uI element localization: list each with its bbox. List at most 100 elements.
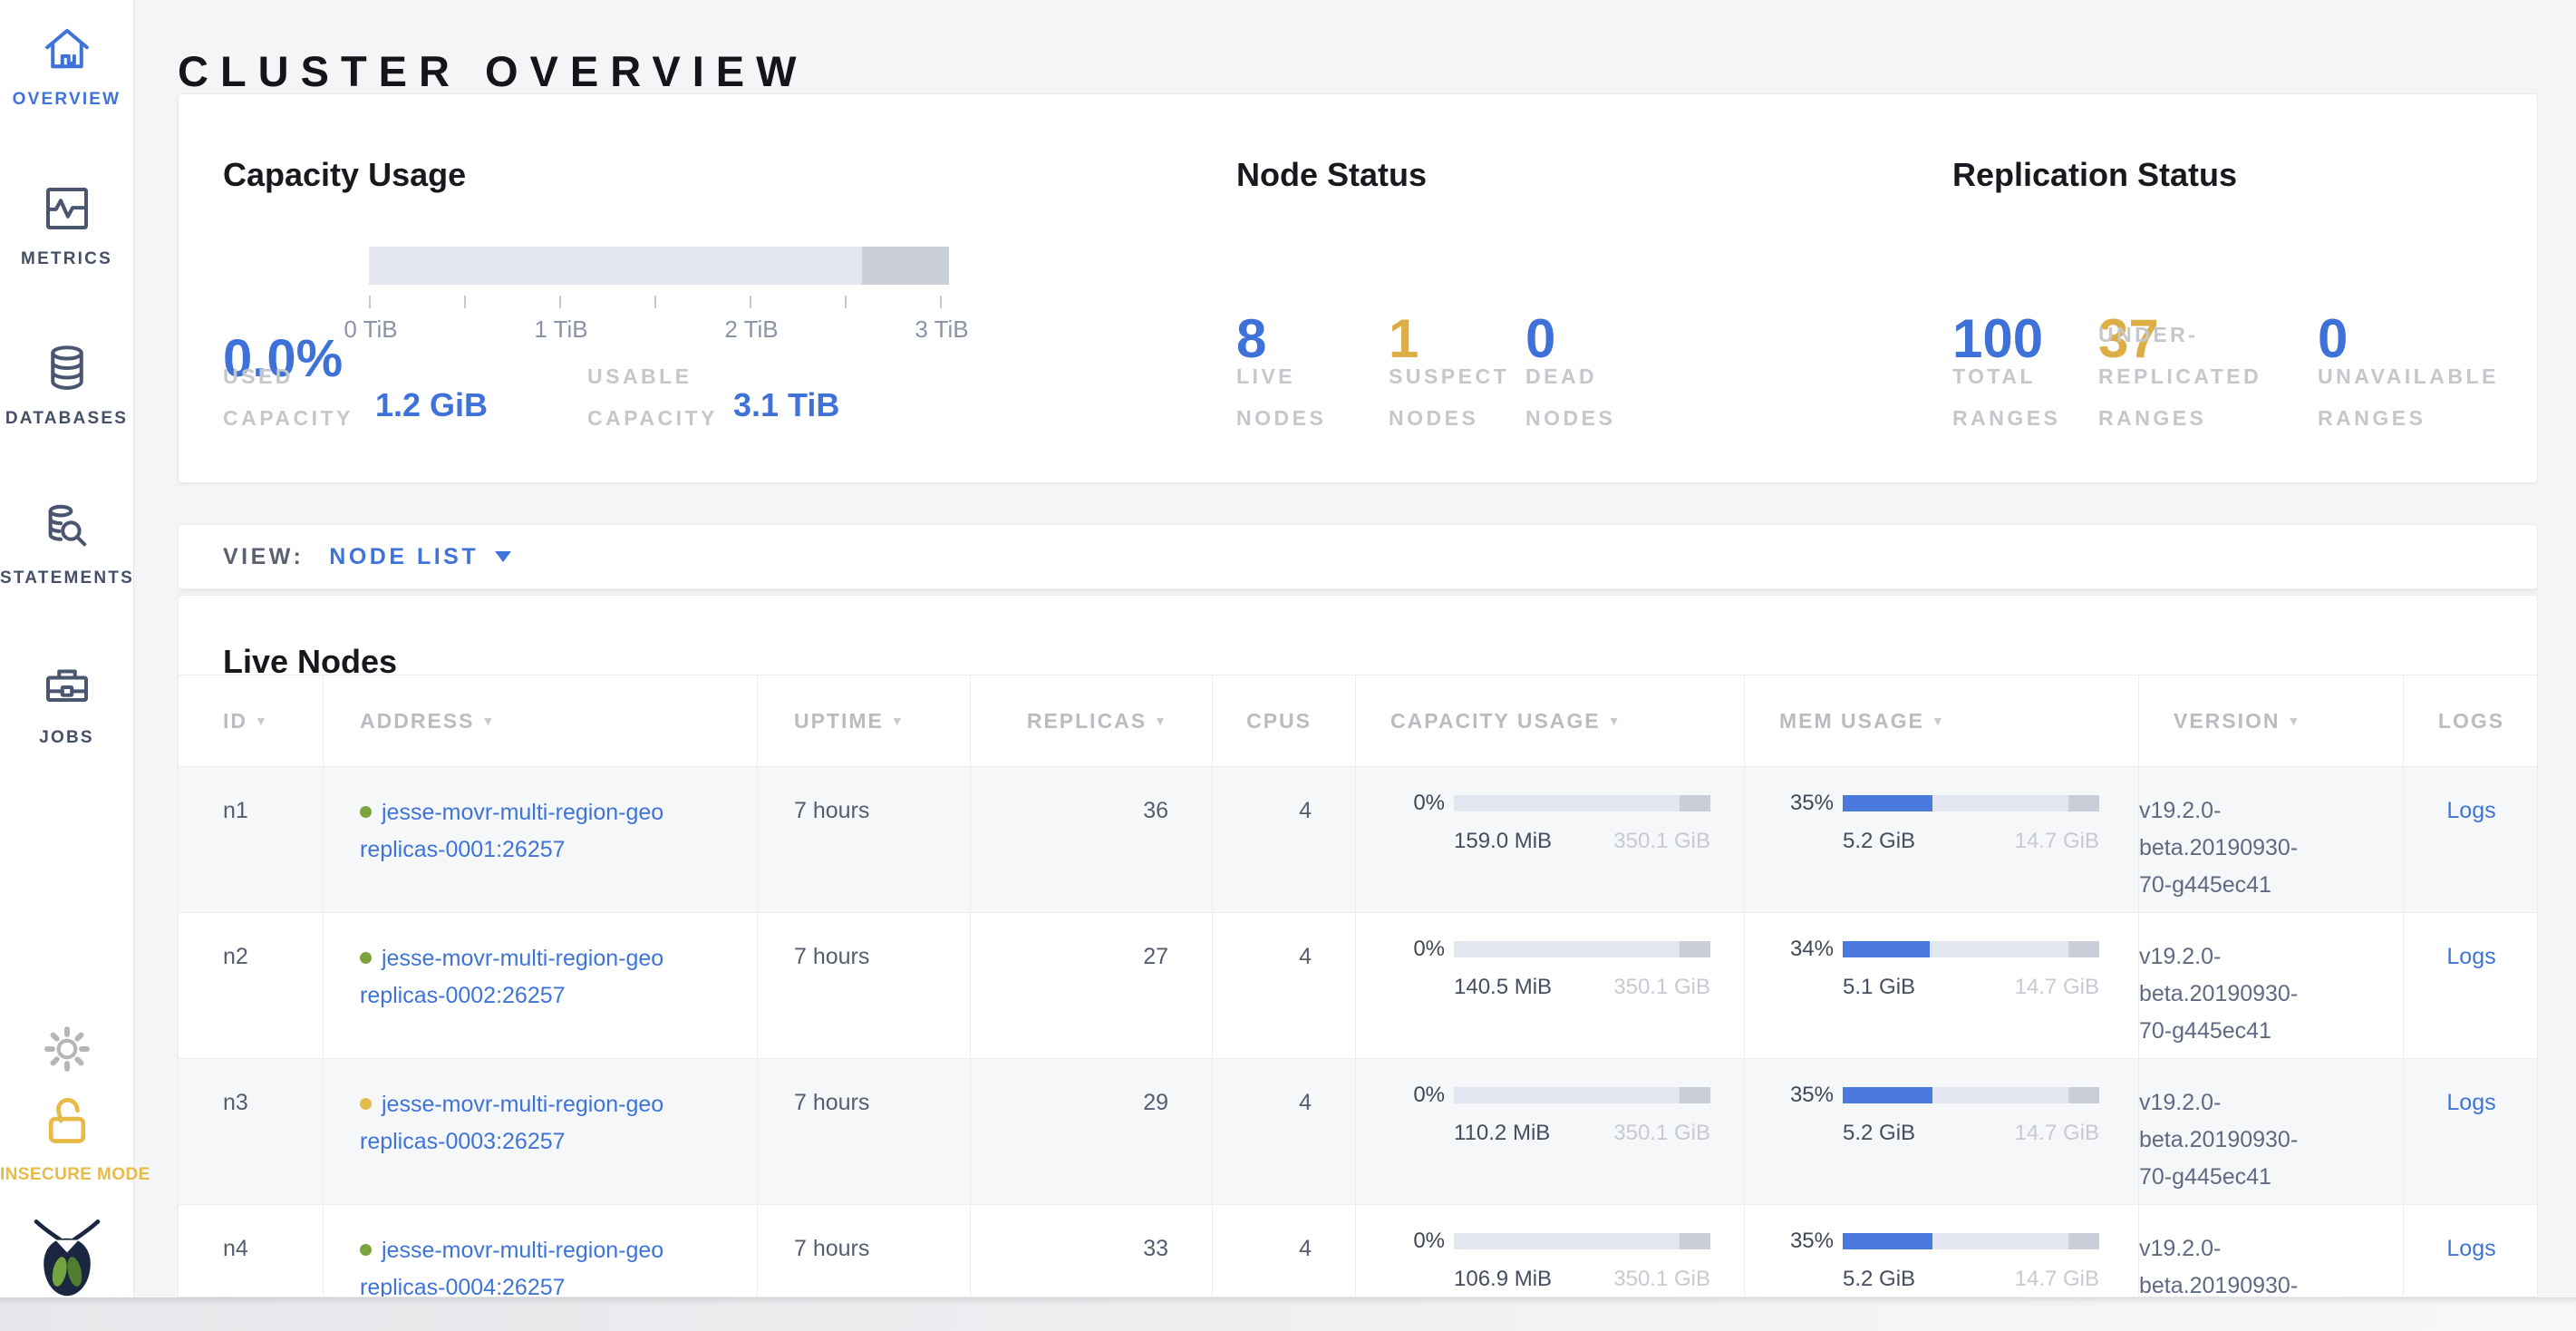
capacity-total-value: 350.1 GiB <box>1613 1267 1710 1291</box>
capacity-bar <box>1454 795 1710 811</box>
mem-total-value: 14.7 GiB <box>2014 975 2099 999</box>
column-header-cpus[interactable]: CPUS▼ <box>1212 675 1355 766</box>
view-dropdown-value: NODE LIST <box>329 543 479 569</box>
unavailable-ranges-count: 0 <box>2318 308 2348 369</box>
mem-bar-fill <box>1843 795 1933 811</box>
node-status-title: Node Status <box>1236 155 1428 193</box>
sidebar-item-label: STATEMENTS <box>0 568 134 588</box>
node-logs-cell: Logs <box>2403 1059 2537 1204</box>
column-header-version[interactable]: VERSION ▼ <box>2138 675 2403 766</box>
sidebar-item-jobs[interactable]: JOBS <box>0 662 133 748</box>
database-icon <box>0 343 133 398</box>
node-logs-cell: Logs <box>2403 913 2537 1058</box>
used-capacity-label: USED CAPACITY <box>223 364 353 430</box>
view-dropdown[interactable]: NODE LIST <box>329 543 512 570</box>
table-body: n1 jesse-movr-multi-region-geo replicas-… <box>179 767 2537 1297</box>
node-address-cell: jesse-movr-multi-region-geo replicas-000… <box>323 767 757 912</box>
mem-bar-fill <box>1843 1233 1933 1249</box>
axis-tick-label: 0 TiB <box>344 316 398 343</box>
statements-icon <box>0 502 133 558</box>
node-address-link[interactable]: replicas-0002:26257 <box>360 983 566 1008</box>
node-address-link[interactable]: jesse-movr-multi-region-geo <box>382 800 664 825</box>
sidebar-item-overview[interactable]: OVERVIEW <box>0 24 133 110</box>
total-ranges-count: 100 <box>1952 308 2044 369</box>
column-header-capacity-usage[interactable]: CAPACITY USAGE ▼ <box>1355 675 1744 766</box>
sidebar: OVERVIEW METRICS DATABASES <box>0 0 150 1331</box>
capacity-bar-reserved-segment <box>862 247 949 285</box>
node-replicas: 29 <box>970 1059 1212 1204</box>
replication-status-title: Replication Status <box>1952 155 2238 193</box>
sidebar-item-metrics[interactable]: METRICS <box>0 183 133 269</box>
node-capacity-cell: 0% 159.0 MiB 350.1 GiB <box>1355 767 1744 912</box>
chevron-down-icon <box>495 551 512 562</box>
node-address-link[interactable]: jesse-movr-multi-region-geo <box>382 946 664 971</box>
metrics-icon <box>0 183 133 238</box>
node-status-dot <box>360 806 372 818</box>
logs-link[interactable]: Logs <box>2446 944 2496 969</box>
node-capacity-cell: 0% 110.2 MiB 350.1 GiB <box>1355 1059 1744 1204</box>
capacity-used-value: 140.5 MiB <box>1454 975 1553 999</box>
cluster-summary-panel: Capacity Usage 0.0% 0 TiB 1 TiB 2 TiB 3 … <box>178 93 2538 483</box>
sidebar-item-databases[interactable]: DATABASES <box>0 343 133 429</box>
live-nodes-table: ID▼ ADDRESS▼ UPTIME▼ REPLICAS▼ CPUS▼ CAP… <box>179 675 2537 1297</box>
total-ranges-label: TOTAL RANGES <box>1952 364 2061 430</box>
node-address-link[interactable]: jesse-movr-multi-region-geo <box>382 1092 664 1117</box>
node-logs-cell: Logs <box>2403 1205 2537 1297</box>
settings-gear-icon[interactable] <box>0 1025 133 1078</box>
table-row: n1 jesse-movr-multi-region-geo replicas-… <box>179 767 2537 913</box>
capacity-used-value: 110.2 MiB <box>1454 1121 1551 1145</box>
table-row: n4 jesse-movr-multi-region-geo replicas-… <box>179 1205 2537 1297</box>
capacity-percent: 0% <box>1413 791 1445 815</box>
sidebar-item-label: JOBS <box>39 728 94 747</box>
sort-arrow-icon: ▼ <box>481 714 497 728</box>
cockroachdb-logo[interactable] <box>0 1215 133 1303</box>
capacity-bar <box>1454 1087 1710 1103</box>
node-version: v19.2.0- beta.20190930- 70-g445ec41 <box>2138 913 2403 1058</box>
column-header-replicas[interactable]: REPLICAS ▼ <box>970 675 1212 766</box>
capacity-bar <box>1454 1233 1710 1249</box>
node-status-dot <box>360 1098 372 1110</box>
sidebar-item-label: DATABASES <box>5 409 129 428</box>
sidebar-item-statements[interactable]: STATEMENTS <box>0 502 133 588</box>
node-address-link[interactable]: replicas-0003:26257 <box>360 1129 566 1154</box>
logs-link[interactable]: Logs <box>2446 1236 2496 1261</box>
mem-total-value: 14.7 GiB <box>2014 829 2099 853</box>
node-id: n4 <box>223 1236 248 1261</box>
mem-used-value: 5.2 GiB <box>1843 1267 1916 1291</box>
table-header-row: ID▼ ADDRESS▼ UPTIME▼ REPLICAS▼ CPUS▼ CAP… <box>179 675 2537 767</box>
logs-link[interactable]: Logs <box>2446 798 2496 823</box>
mem-bar-reserved-segment <box>2068 941 2099 957</box>
node-mem-cell: 35% 5.2 GiB 14.7 GiB <box>1744 767 2138 912</box>
mem-bar-reserved-segment <box>2068 1233 2099 1249</box>
capacity-bar-reserved-segment <box>1680 1087 1710 1103</box>
insecure-mode-indicator[interactable]: INSECURE MODE <box>0 1093 150 1185</box>
capacity-bar-reserved-segment <box>1680 795 1710 811</box>
mem-bar <box>1843 941 2099 957</box>
node-id: n3 <box>223 1090 248 1115</box>
suspect-nodes-count: 1 <box>1389 308 1419 369</box>
node-version: v19.2.0- beta.20190930- 70-g445ec41 <box>2138 767 2403 912</box>
insecure-mode-label: INSECURE MODE <box>0 1165 150 1184</box>
sort-arrow-icon: ▼ <box>1154 714 1168 728</box>
column-header-uptime[interactable]: UPTIME ▼ <box>757 675 970 766</box>
column-header-mem-usage[interactable]: MEM USAGE ▼ <box>1744 675 2138 766</box>
column-header-address[interactable]: ADDRESS ▼ <box>323 675 757 766</box>
node-address-link[interactable]: replicas-0001:26257 <box>360 837 566 862</box>
node-address-link[interactable]: replicas-0004:26257 <box>360 1275 566 1297</box>
axis-tick-label: 3 TiB <box>915 316 969 343</box>
capacity-total-value: 350.1 GiB <box>1613 829 1710 853</box>
node-version: v19.2.0- beta.20190930- 70-g445ec41 <box>2138 1059 2403 1204</box>
mem-bar <box>1843 1087 2099 1103</box>
node-address-cell: jesse-movr-multi-region-geo replicas-000… <box>323 1205 757 1297</box>
capacity-bar <box>1454 941 1710 957</box>
node-replicas: 33 <box>970 1205 1212 1297</box>
column-header-id[interactable]: ID ▼ <box>223 708 269 733</box>
node-id: n1 <box>223 798 248 823</box>
node-mem-cell: 35% 5.2 GiB 14.7 GiB <box>1744 1205 2138 1297</box>
live-nodes-title: Live Nodes <box>223 642 398 680</box>
logs-link[interactable]: Logs <box>2446 1090 2496 1115</box>
mem-bar-fill <box>1843 1087 1933 1103</box>
suspect-nodes-label: SUSPECT NODES <box>1389 364 1510 430</box>
node-address-link[interactable]: jesse-movr-multi-region-geo <box>382 1238 664 1263</box>
